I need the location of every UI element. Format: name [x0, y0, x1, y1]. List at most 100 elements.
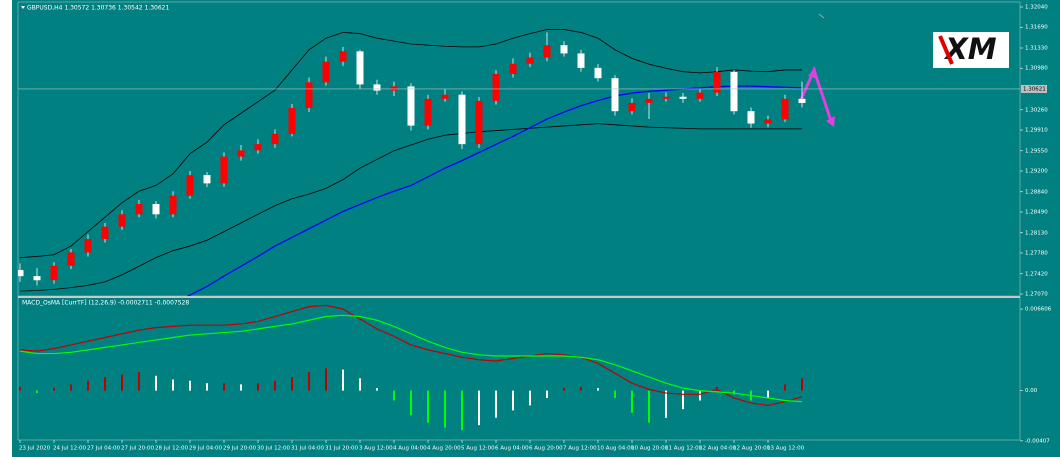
- y-tick-label: 1.29910: [1025, 128, 1048, 134]
- y-tick-label: 1.30980: [1025, 66, 1048, 72]
- histogram-bar: [257, 383, 259, 391]
- candle-body: [611, 78, 619, 112]
- indicator-header: MACD_OsMA [CurrTF] (12,26,9) -0.0002711 …: [22, 300, 189, 307]
- menu-arrow: [21, 6, 25, 9]
- y-tick-label: 1.27780: [1025, 250, 1048, 256]
- x-tick-label: 27 Jul 20:00: [121, 446, 154, 452]
- y-tick-label: 1.31690: [1025, 25, 1048, 31]
- candle-body: [18, 269, 24, 277]
- candle-body: [645, 98, 653, 103]
- x-tick-label: 3 Aug 12:00: [359, 446, 393, 452]
- moving-average: [187, 85, 803, 296]
- candle-body: [781, 98, 789, 120]
- candle-body: [424, 98, 432, 126]
- histogram-bar: [699, 390, 701, 401]
- histogram-bar: [580, 386, 582, 391]
- plot-area: [19, 304, 803, 431]
- x-tick-label: 4 Aug 20:00: [427, 446, 461, 452]
- x-tick-label: 31 Jul 20:00: [325, 446, 358, 452]
- candle-body: [509, 63, 517, 75]
- histogram-bar: [104, 377, 106, 391]
- candle-body: [339, 51, 347, 62]
- candle-body: [237, 150, 245, 157]
- candle-body: [441, 94, 449, 99]
- upper-band: [19, 29, 802, 258]
- histogram-bar: [342, 369, 344, 391]
- candle-body: [798, 98, 806, 103]
- x-tick-label: 31 Jul 04:00: [291, 446, 324, 452]
- candle-body: [271, 133, 279, 145]
- y-tick-label: 1.30260: [1025, 107, 1048, 113]
- histogram-bar: [172, 379, 174, 391]
- histogram-bar: [121, 374, 123, 391]
- x-tick-label: 13 Aug 12:00: [767, 446, 805, 452]
- histogram-bar: [240, 384, 242, 391]
- candle-body: [407, 86, 415, 126]
- candle-body: [135, 203, 143, 215]
- histogram-bar: [631, 390, 633, 413]
- x-tick-label: 29 Jul 20:00: [223, 446, 256, 452]
- candle-body: [492, 74, 500, 101]
- histogram-bar: [597, 388, 599, 391]
- histogram-bar: [614, 390, 616, 399]
- x-tick-label: 10 Aug 20:00: [631, 446, 669, 452]
- histogram-bar: [274, 380, 276, 391]
- candle-body: [50, 265, 58, 281]
- logo: XM: [933, 32, 1009, 68]
- x-tick-label: 6 Aug 04:00: [495, 446, 529, 452]
- histogram-bar: [801, 378, 803, 391]
- histogram-bar: [444, 390, 446, 428]
- x-tick-label: 29 Jul 04:00: [189, 446, 222, 452]
- histogram-bar: [784, 384, 786, 391]
- candle-body: [713, 71, 721, 93]
- histogram-bar: [206, 383, 208, 391]
- y-tick-label: 1.29200: [1025, 168, 1048, 174]
- candle-body: [730, 71, 738, 112]
- histogram-bar: [427, 390, 429, 423]
- candle-body: [475, 100, 483, 145]
- candle-body: [764, 119, 772, 124]
- histogram-bar: [495, 390, 497, 418]
- histogram-bar: [325, 368, 327, 391]
- histogram-bar: [512, 390, 514, 411]
- arrow-head-up: [808, 67, 818, 79]
- histogram-bar: [648, 390, 650, 423]
- current-price-box: [1021, 84, 1047, 93]
- histogram-bar: [155, 375, 157, 391]
- histogram-bar: [665, 390, 667, 418]
- x-tick-label: 23 Jul 2020: [19, 446, 51, 452]
- candle-body: [560, 45, 568, 54]
- x-tick-label: 24 Jul 12:00: [53, 446, 86, 452]
- plot-area: [18, 29, 806, 296]
- histogram-bar: [410, 390, 412, 416]
- logo-stroke: [938, 35, 954, 65]
- histogram-bar: [376, 388, 378, 391]
- x-tick-label: 4 Aug 04:00: [393, 446, 427, 452]
- histogram-bar: [291, 377, 293, 391]
- histogram-bar: [223, 383, 225, 391]
- histogram-bar: [36, 390, 38, 394]
- histogram-bar: [546, 390, 548, 399]
- candle-body: [118, 214, 126, 227]
- y-tick-label: 1.27420: [1025, 271, 1048, 277]
- candle-body: [169, 195, 177, 215]
- candle-body: [322, 61, 330, 83]
- histogram-bar: [461, 390, 463, 431]
- candle-body: [84, 239, 92, 253]
- chart-header: GBPUSD,H4 1.30572 1.30736 1.30542 1.3062…: [27, 5, 169, 12]
- macd-line: [19, 304, 803, 407]
- x-tick-label: 12 Aug 04:00: [699, 446, 737, 452]
- candle-body: [220, 156, 228, 184]
- x-tick-label: 12 Aug 20:00: [733, 446, 771, 452]
- candle-body: [33, 276, 41, 281]
- y-tick-label: -0.00407: [1025, 438, 1050, 444]
- forecast-arrows: [798, 65, 835, 127]
- candle-body: [526, 57, 534, 64]
- signal-line: [19, 314, 803, 403]
- x-tick-label: 11 Aug 12:00: [665, 446, 703, 452]
- histogram-bar: [53, 388, 55, 391]
- x-tick-label: 10 Aug 04:00: [597, 446, 635, 452]
- candle-body: [67, 252, 75, 266]
- histogram-bar: [70, 384, 72, 391]
- candle-body: [254, 144, 262, 151]
